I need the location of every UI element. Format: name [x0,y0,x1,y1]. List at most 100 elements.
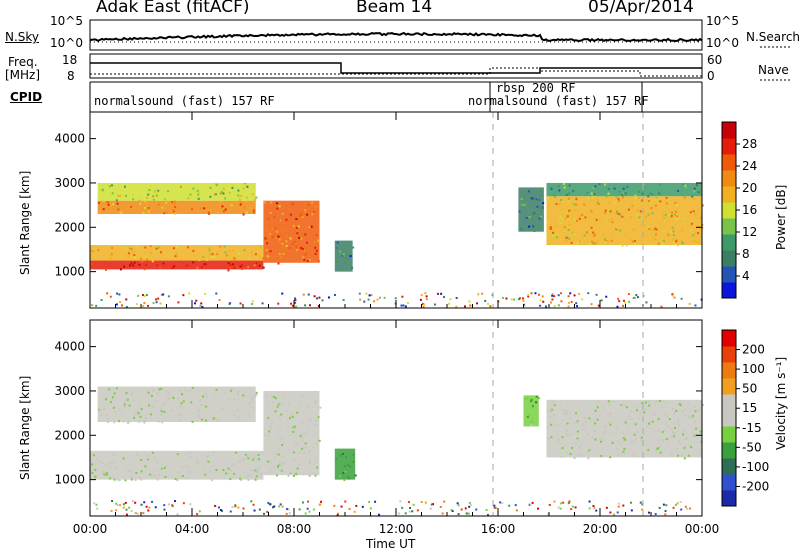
data-speckle [684,186,687,189]
data-speckle [139,415,142,418]
noise-speckle [140,503,143,506]
nsky-label: N.Sky [5,30,40,44]
data-speckle [205,396,208,399]
noise-speckle [588,507,591,510]
data-speckle [104,268,107,271]
data-speckle [222,188,225,191]
nave-tick-high: 60 [707,53,723,67]
noise-speckle [574,506,577,509]
noise-speckle [195,299,198,302]
data-speckle [314,246,317,249]
data-speckle [139,257,142,260]
data-speckle [149,185,152,188]
data-speckle [232,463,235,466]
data-speckle [111,192,114,195]
data-speckle [638,216,641,219]
noise-speckle [671,293,674,296]
data-speckle [532,225,535,228]
colorbar-swatch [722,266,736,283]
data-speckle [143,206,146,209]
data-speckle [147,210,150,213]
noise-speckle [424,501,427,504]
noise-speckle [250,500,253,503]
noise-speckle [613,513,616,516]
data-speckle [305,420,308,423]
data-speckle [253,264,256,267]
data-speckle [136,413,139,416]
data-speckle [124,479,127,482]
noise-speckle [163,508,166,511]
data-speckle [138,199,141,202]
noise-speckle [534,292,537,295]
data-speckle [269,211,272,214]
noise-speckle [641,503,644,506]
noise-speckle [658,506,661,509]
data-speckle [563,186,566,189]
data-speckle [286,418,289,421]
noise-speckle [440,292,443,295]
noise-speckle [317,305,320,308]
noise-speckle [664,509,667,512]
data-speckle [237,252,240,255]
data-speckle [632,228,635,231]
data-speckle [212,417,215,420]
freq-unit-label: [MHz] [5,68,41,82]
data-speckle [651,212,654,215]
data-speckle [211,254,214,257]
data-speckle [686,437,689,440]
data-speckle [593,412,596,415]
data-speckle [175,252,178,255]
noise-speckle [571,505,574,508]
data-speckle [342,253,345,256]
data-speckle [568,184,571,187]
data-speckle [690,445,693,448]
data-speckle [673,242,676,245]
data-speckle [555,232,558,235]
data-speckle [138,263,141,266]
noise-speckle [636,296,639,299]
noise-speckle [570,508,573,511]
noise-speckle [188,292,191,295]
data-speckle [683,429,686,432]
data-speckle [679,404,682,407]
data-speckle [304,253,307,256]
data-speckle [258,466,261,469]
data-speckle [278,461,281,464]
noise-speckle [553,305,556,308]
data-speckle [143,200,146,203]
data-speckle [647,400,650,403]
data-speckle [576,430,579,433]
data-speckle [105,472,108,475]
data-speckle [349,465,352,468]
data-speckle [130,394,133,397]
noise-speckle [442,296,445,299]
data-speckle [605,195,608,198]
data-speckle [191,208,194,211]
data-speckle [580,442,583,445]
noise-speckle [412,503,415,506]
data-speckle [549,423,552,426]
data-speckle [555,236,558,239]
colorbar-swatch [722,218,736,235]
data-speckle [280,438,283,441]
data-speckle [267,416,270,419]
data-speckle [549,186,552,189]
data-speckle [313,401,316,404]
data-speckle [233,257,236,260]
noise-speckle [400,304,403,307]
data-speckle [168,398,171,401]
data-speckle [637,209,640,212]
data-speckle [559,216,562,219]
colorbar-swatch [722,250,736,267]
data-speckle [654,204,657,207]
data-speckle [275,230,278,233]
data-speckle [650,201,653,204]
noise-speckle [523,303,526,306]
data-speckle [269,233,272,236]
noise-speckle [370,294,373,297]
data-speckle [280,256,283,259]
data-speckle [294,444,297,447]
data-speckle [661,406,664,409]
data-speckle [140,470,143,473]
data-speckle [112,461,115,464]
